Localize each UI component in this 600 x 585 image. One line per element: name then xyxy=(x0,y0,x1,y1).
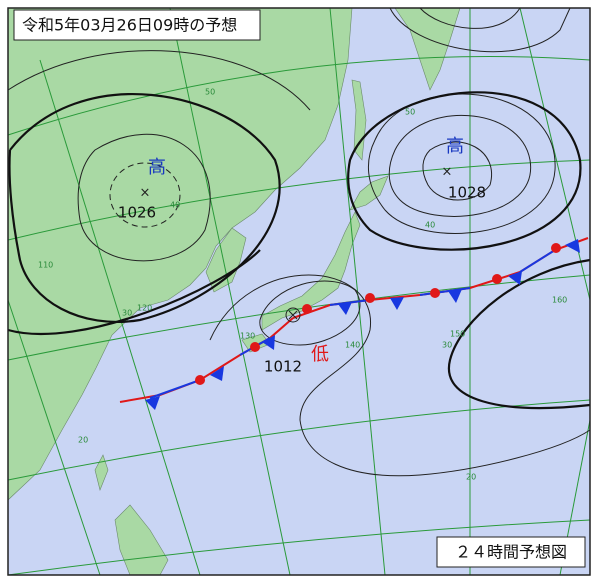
center-x: × xyxy=(442,165,453,180)
center-x: × xyxy=(140,186,151,201)
land xyxy=(7,7,461,576)
grid-label: 20 xyxy=(78,436,88,445)
grid-label: 160 xyxy=(552,296,567,305)
grid-label: 40 xyxy=(170,201,180,210)
frame xyxy=(7,7,591,576)
front xyxy=(119,237,589,410)
pressure-value: 1026 xyxy=(118,204,156,222)
title-box xyxy=(13,9,261,41)
grid-labels: 50 40 30 20 50 40 30 20 110 120 130 140 … xyxy=(38,88,567,482)
grid-label: 30 xyxy=(442,341,452,350)
grid-label: 50 xyxy=(205,88,215,97)
grid-label: 120 xyxy=(137,304,152,313)
grid-label: 30 xyxy=(122,309,132,318)
high-label: 高 xyxy=(148,157,166,178)
grid-label: 110 xyxy=(38,261,53,270)
grid-label: 130 xyxy=(240,332,255,341)
pressure-value: 1012 xyxy=(264,358,302,376)
high-label: 高 xyxy=(446,136,464,157)
footer-label: ２４時間予想図 xyxy=(455,543,567,562)
footer-box xyxy=(436,536,586,568)
grid-label: 140 xyxy=(345,341,360,350)
pressure-value: 1028 xyxy=(448,184,486,202)
isobars xyxy=(7,7,591,477)
low-label: 低 xyxy=(311,344,329,365)
grid-label: 20 xyxy=(466,473,476,482)
grid-label: 40 xyxy=(425,221,435,230)
grid-label: 50 xyxy=(405,108,415,117)
center-marks: × × xyxy=(140,165,453,201)
grid-label: 150 xyxy=(450,330,465,339)
title: 令和5年03月26日09時の予想 xyxy=(22,16,237,35)
